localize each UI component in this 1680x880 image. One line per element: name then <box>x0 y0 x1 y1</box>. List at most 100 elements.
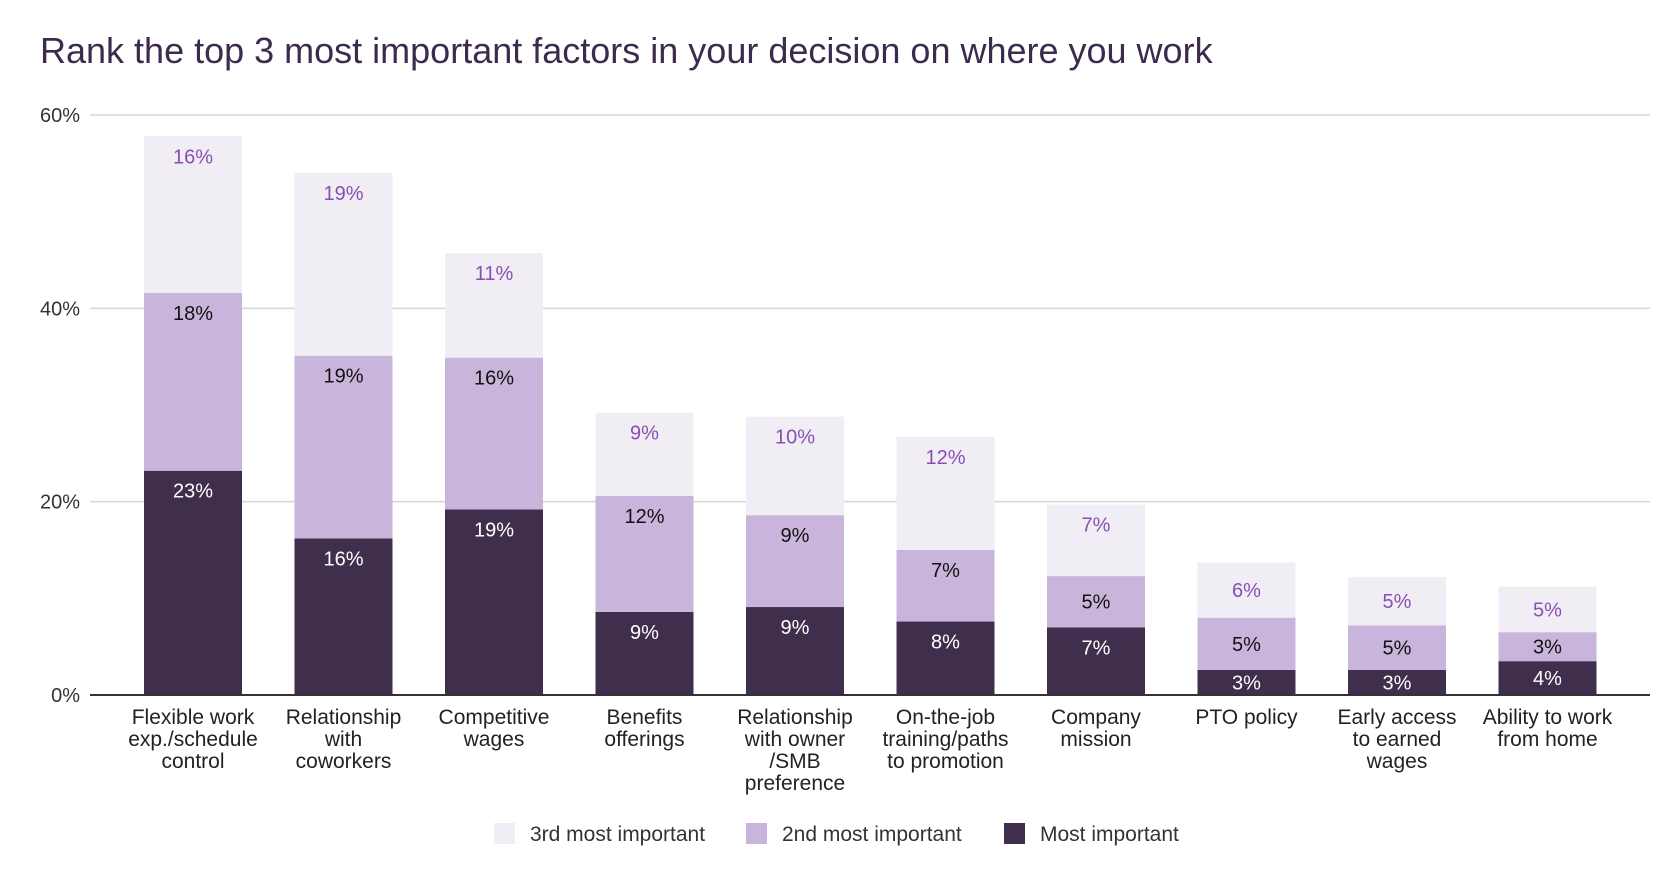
data-label: 3% <box>1533 637 1562 659</box>
category-label: Ability to work <box>1483 706 1613 729</box>
data-label: 16% <box>474 368 514 390</box>
bar-segment <box>294 538 393 695</box>
bar-segment <box>445 357 543 510</box>
category-label: Competitive <box>439 706 550 729</box>
bar-segment <box>1197 617 1296 670</box>
category-label: /SMB <box>769 750 820 773</box>
category-label: wages <box>463 728 525 751</box>
data-label: 3% <box>1232 672 1261 694</box>
bar-segment <box>896 436 995 550</box>
bar-segment <box>746 515 844 608</box>
data-label: 9% <box>781 617 810 639</box>
data-label: 12% <box>624 506 664 528</box>
category-label: training/paths <box>882 728 1008 751</box>
chart-title: Rank the top 3 most important factors in… <box>40 30 1213 71</box>
category-label: Benefits <box>607 706 683 729</box>
legend-label: 2nd most important <box>782 823 962 846</box>
category-label: Company <box>1051 706 1141 729</box>
data-label: 11% <box>475 263 514 285</box>
data-label: 7% <box>1082 515 1111 537</box>
category-label: Relationship <box>286 706 402 729</box>
data-label: 4% <box>1533 668 1562 690</box>
data-label: 7% <box>1082 637 1111 659</box>
bar-segment <box>1498 632 1597 662</box>
category-label: Early access <box>1337 706 1456 729</box>
bar-segment <box>294 355 393 539</box>
data-label: 19% <box>474 519 514 541</box>
category-label: with <box>324 728 362 751</box>
y-tick-label: 20% <box>40 492 80 514</box>
category-label: Flexible work <box>132 706 255 729</box>
bar-segment <box>1197 669 1296 695</box>
data-label: 5% <box>1533 599 1562 621</box>
bar-segment <box>595 495 694 612</box>
legend-swatch <box>494 823 515 844</box>
category-label: with owner <box>744 728 845 751</box>
category-label: offerings <box>604 728 684 751</box>
category-label: to earned <box>1353 728 1442 751</box>
data-label: 7% <box>931 560 960 582</box>
category-label: control <box>161 750 224 773</box>
bar-segment <box>445 509 543 695</box>
category-label: preference <box>745 772 845 795</box>
bar-segment <box>1047 504 1145 577</box>
bar-segment <box>746 607 844 695</box>
data-label: 18% <box>173 303 213 325</box>
bar-segment <box>144 470 242 695</box>
bar-segment <box>1047 627 1145 695</box>
data-label: 23% <box>173 481 213 503</box>
bar-segment <box>1498 586 1597 633</box>
bar-segment <box>1197 562 1296 618</box>
data-label: 5% <box>1383 638 1412 660</box>
data-label: 16% <box>323 548 363 570</box>
category-label: PTO policy <box>1195 706 1298 729</box>
data-label: 16% <box>173 146 213 168</box>
legend[interactable]: 3rd most important 2nd most important Most… <box>494 823 1179 846</box>
category-label: from home <box>1497 728 1597 751</box>
bar-segment <box>595 611 694 695</box>
legend-label: 3rd most important <box>530 823 705 846</box>
category-label: wages <box>1366 750 1428 773</box>
bar-segment <box>294 173 393 356</box>
category-label: mission <box>1060 728 1131 751</box>
data-label: 5% <box>1383 591 1412 613</box>
bar-segment <box>1498 661 1597 695</box>
category-label: Relationship <box>737 706 853 729</box>
data-label: 19% <box>323 183 363 205</box>
bars: 23% 18% 16% 16% 19% 19% 19% 16% 11% 9% 12% 9% 9% 9% 10… <box>144 136 1597 695</box>
bar-segment <box>595 412 694 496</box>
bar-segment <box>1047 576 1145 628</box>
data-label: 5% <box>1232 634 1261 656</box>
category-label: to promotion <box>887 750 1004 773</box>
data-label: 9% <box>630 423 659 445</box>
category-label: coworkers <box>296 750 392 773</box>
data-label: 10% <box>775 427 815 449</box>
data-label: 19% <box>323 366 363 388</box>
bar-segment <box>1348 577 1446 626</box>
y-tick-label: 60% <box>40 105 80 127</box>
data-label: 3% <box>1383 672 1412 694</box>
bar-segment <box>746 416 844 516</box>
category-label: On-the-job <box>896 706 995 729</box>
category-label: exp./schedule <box>128 728 258 751</box>
data-label: 8% <box>931 632 960 654</box>
legend-swatch <box>746 823 767 844</box>
data-label: 5% <box>1082 592 1111 614</box>
bar-segment <box>896 621 995 695</box>
y-axis-labels: 0% 20% 40% 60% <box>40 105 80 707</box>
bar-segment <box>896 550 995 622</box>
bar-segment <box>1348 625 1446 670</box>
data-label: 6% <box>1232 580 1261 602</box>
bar-segment <box>144 136 242 293</box>
bar-segment <box>445 253 543 358</box>
legend-label: Most important <box>1040 823 1179 846</box>
bar-segment <box>144 292 242 471</box>
y-tick-label: 40% <box>40 298 80 320</box>
data-label: 9% <box>781 525 810 547</box>
y-tick-label: 0% <box>51 685 80 707</box>
data-label: 12% <box>925 447 965 469</box>
data-label: 9% <box>630 622 659 644</box>
